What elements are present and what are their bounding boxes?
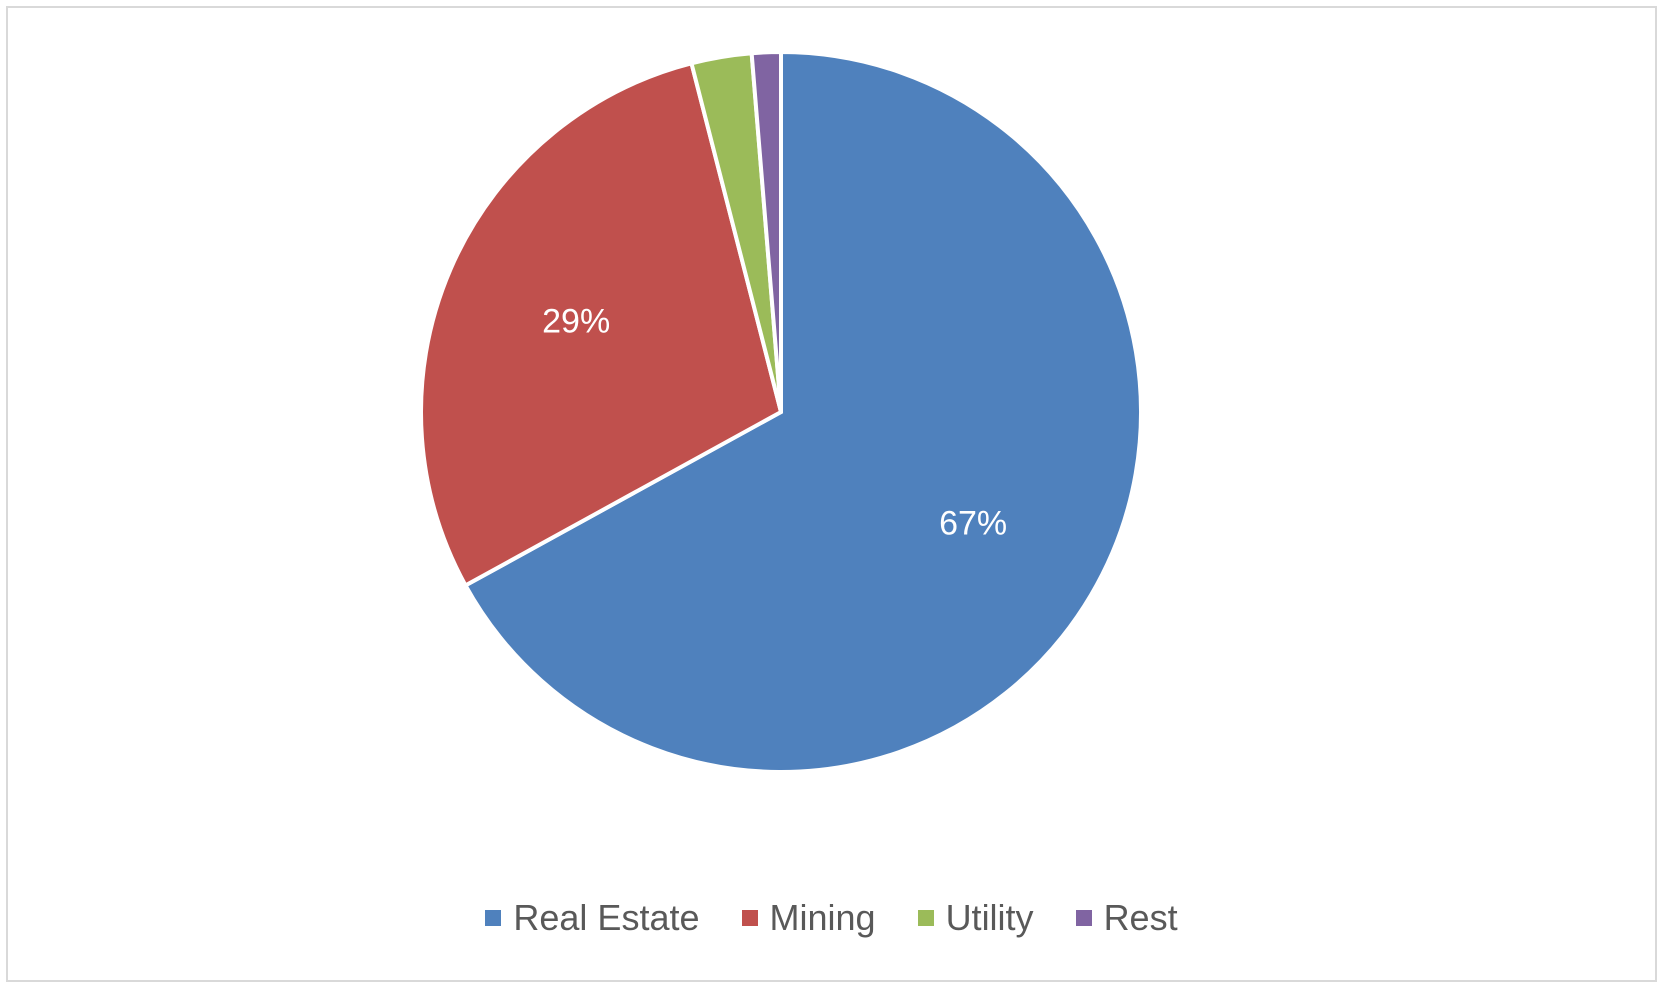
pie-slice-mining — [419, 61, 783, 588]
legend-swatch-real-estate — [485, 910, 502, 926]
pie-data-labels: 67% 29% — [542, 302, 1007, 542]
legend-label-utility: Utility — [945, 897, 1034, 938]
data-label-real-estate: 67% — [939, 505, 1007, 543]
legend-swatch-utility — [917, 910, 934, 926]
legend-label-mining: Mining — [769, 897, 876, 938]
legend-swatch-rest — [1075, 910, 1092, 926]
legend-label-real-estate: Real Estate — [513, 897, 700, 938]
pie-slice-rest — [749, 50, 783, 414]
legend-item-real-estate: Real Estate — [485, 897, 700, 939]
legend: Real Estate Mining Utility Rest — [0, 888, 1663, 948]
legend-label-rest: Rest — [1103, 897, 1178, 938]
legend-swatch-mining — [741, 910, 758, 926]
pie-slices — [419, 50, 1143, 774]
legend-item-rest: Rest — [1075, 897, 1178, 939]
legend-item-utility: Utility — [917, 897, 1034, 939]
pie-slice-real-estate — [463, 50, 1143, 774]
legend-item-mining: Mining — [741, 897, 876, 939]
data-label-mining: 29% — [542, 302, 610, 340]
